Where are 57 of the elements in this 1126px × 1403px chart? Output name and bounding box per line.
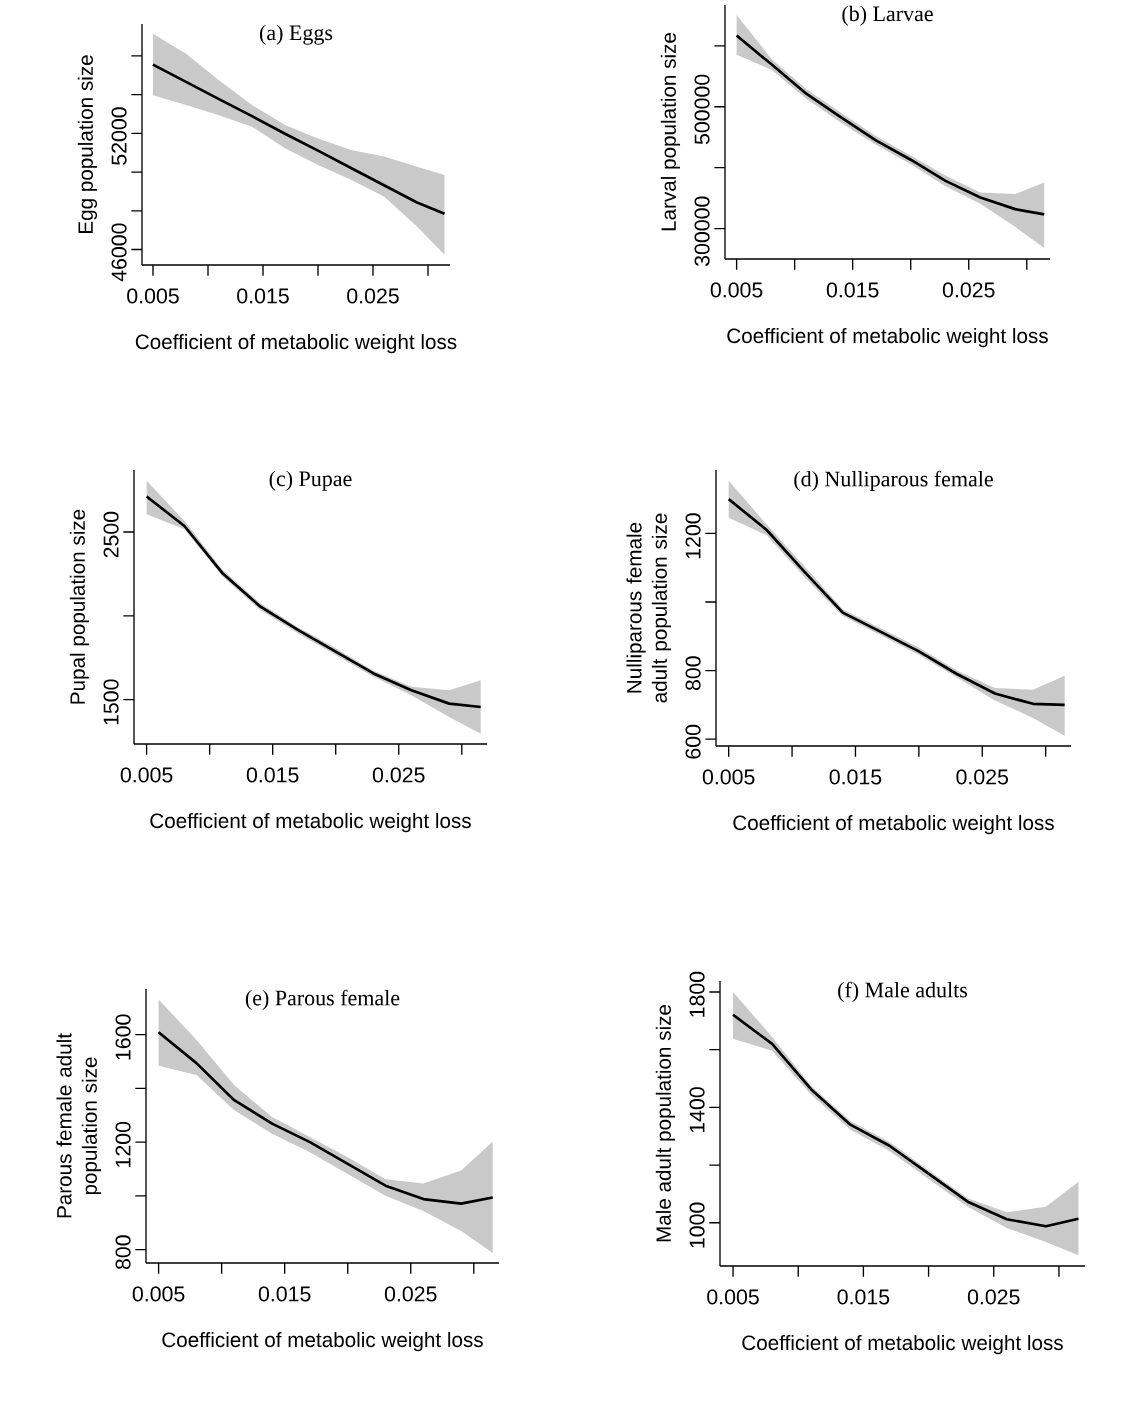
y-tick-label: 46000 [111, 223, 127, 282]
chart-title: (d) Nulliparous female [794, 470, 993, 491]
x-tick-label: 0.025 [347, 288, 399, 304]
line-series [735, 34, 1046, 216]
x-axis-title: Coefficient of metabolic weight loss [727, 327, 1048, 348]
y-tick-label: 800 [685, 656, 701, 691]
line-series [727, 497, 1066, 707]
y-axis-title: Pupal population size [69, 509, 90, 704]
line-series [157, 1030, 495, 1205]
y-tick-label: 2500 [103, 511, 119, 558]
x-tick-label: 0.025 [967, 1289, 1020, 1305]
y-tick-label: 1800 [689, 971, 705, 1017]
x-tick-label: 0.025 [956, 769, 1009, 785]
x-tick-label: 0.015 [829, 769, 882, 785]
x-tick-label: 0.015 [826, 282, 879, 298]
y-tick-label: 52000 [111, 107, 127, 165]
y-tick-label: 1600 [115, 1014, 131, 1060]
x-tick-label: 0.005 [702, 769, 755, 785]
y-tick-label: 500000 [694, 74, 710, 145]
x-axis-title: Coefficient of metabolic weight loss [135, 333, 457, 354]
x-tick-label: 0.005 [127, 288, 179, 304]
x-tick-label: 0.005 [132, 1286, 185, 1302]
y-tick-label: 600 [685, 724, 701, 759]
y-axis-title: Nulliparous female adult population size [626, 513, 672, 703]
chart-title: (a) Eggs [260, 24, 333, 45]
y-tick-label: 1000 [689, 1202, 705, 1248]
y-axis-title: Parous female adult population size [56, 1033, 102, 1218]
y-tick-label: 1400 [689, 1087, 705, 1133]
chart-title: (b) Larvae [842, 5, 933, 26]
x-tick-label: 0.005 [120, 767, 173, 783]
x-tick-label: 0.025 [384, 1286, 437, 1302]
x-axis-title: Coefficient of metabolic weight loss [742, 1334, 1063, 1355]
y-axis-title: Male adult population size [655, 1005, 676, 1242]
chart-title: (c) Pupae [269, 470, 352, 491]
x-axis-title: Coefficient of metabolic weight loss [162, 1331, 483, 1352]
y-axis-title: Larval population size [660, 33, 681, 231]
line-series [145, 495, 483, 709]
line-series [731, 1013, 1080, 1228]
x-tick-label: 0.015 [246, 767, 299, 783]
x-tick-label: 0.005 [710, 282, 763, 298]
y-tick-label: 300000 [694, 196, 710, 266]
x-tick-label: 0.025 [942, 282, 995, 298]
chart-title: (f) Male adults [838, 981, 968, 1002]
y-tick-label: 1200 [115, 1121, 131, 1167]
y-tick-label: 1500 [103, 679, 119, 725]
x-axis-title: Coefficient of metabolic weight loss [733, 814, 1054, 835]
x-tick-label: 0.015 [258, 1286, 311, 1302]
x-tick-label: 0.015 [837, 1289, 890, 1305]
chart-title: (e) Parous female [245, 989, 400, 1010]
y-axis-title: Egg population size [77, 55, 98, 234]
x-tick-label: 0.025 [372, 767, 425, 783]
y-tick-label: 1200 [685, 513, 701, 559]
x-tick-label: 0.005 [707, 1289, 759, 1305]
x-tick-label: 0.015 [237, 288, 289, 304]
line-series [151, 63, 446, 216]
x-axis-title: Coefficient of metabolic weight loss [150, 812, 471, 833]
y-tick-label: 800 [115, 1235, 131, 1270]
